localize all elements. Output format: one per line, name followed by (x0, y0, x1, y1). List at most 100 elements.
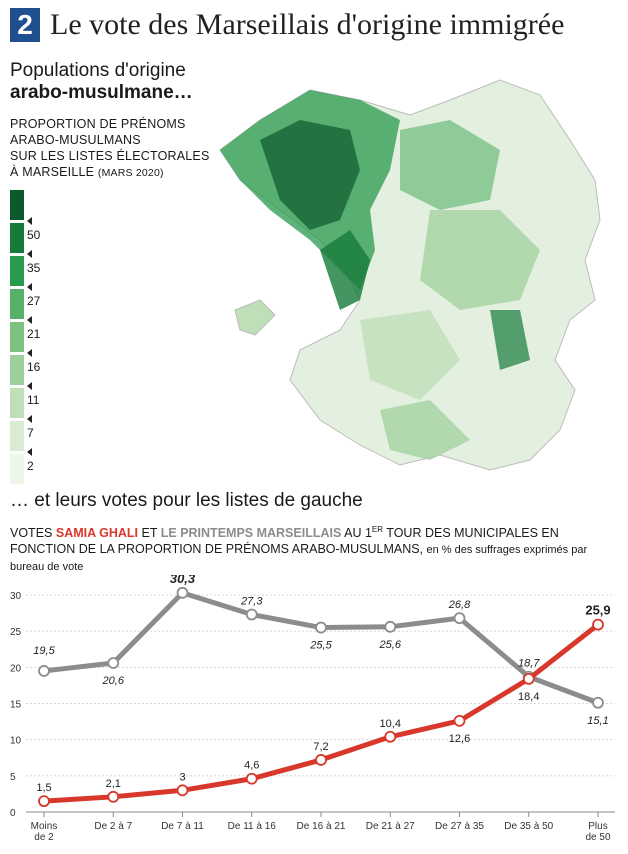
x-tick-label: Plus (588, 821, 607, 832)
y-tick-label: 10 (10, 736, 22, 747)
legend-label: 35 (27, 247, 40, 275)
data-point (38, 795, 50, 808)
legend-label: 16 (27, 346, 40, 374)
data-label: 2,1 (106, 778, 121, 790)
data-label: 12,6 (449, 733, 470, 745)
legend-label: 7 (27, 412, 34, 440)
data-point (38, 665, 50, 677)
port-zone (320, 230, 370, 310)
y-tick-label: 20 (10, 663, 22, 674)
north-core-zone (260, 120, 360, 230)
data-point (384, 620, 397, 633)
x-tick-label: De 16 à 21 (297, 821, 346, 832)
map-desc-line3: SUR LES LISTES ÉLECTORALES (10, 149, 210, 163)
chart-desc-ghali: SAMIA GHALI (55, 526, 139, 541)
section-number-badge: 2 (10, 8, 40, 42)
chart-subtitle: … et leurs votes pour les listes de gauc… (10, 490, 363, 511)
data-point (107, 657, 120, 669)
data-point (453, 714, 466, 727)
chart-desc-printemps: LE PRINTEMPS MARSEILLAIS (160, 526, 342, 541)
x-tick-label: De 11 à 16 (228, 821, 277, 832)
data-point (315, 621, 327, 634)
legend-swatch (10, 223, 24, 253)
data-label: 7,2 (313, 741, 328, 753)
legend-label: 2 (27, 445, 34, 473)
east-pocket-zone (490, 310, 530, 370)
y-tick-label: 5 (10, 772, 16, 783)
x-tick-label: de 2 (34, 832, 54, 843)
y-tick-label: 0 (10, 808, 16, 819)
map-desc-line1: PROPORTION DE PRÉNOMS (10, 117, 186, 131)
data-point (176, 586, 189, 599)
map-subtitle-line2: arabo-musulmane… (10, 82, 193, 103)
data-label: 20,6 (102, 675, 125, 687)
page-title: Le vote des Marseillais d'origine immigr… (50, 8, 565, 41)
x-tick-label: De 2 à 7 (94, 821, 132, 832)
map-desc-line2: ARABO-MUSULMANS (10, 133, 141, 147)
data-label: 25,5 (309, 640, 332, 652)
data-label: 25,6 (379, 639, 402, 651)
map-desc-line4: À MARSEILLE (10, 165, 95, 179)
legend-label: 21 (27, 313, 40, 341)
east-zone (420, 210, 540, 310)
legend-swatch (10, 388, 24, 418)
data-point (245, 608, 258, 621)
data-label: 15,1 (587, 715, 608, 727)
data-point (176, 784, 189, 797)
x-tick-label: De 21 à 27 (366, 821, 415, 832)
chart-desc-rest: TOUR DES MUNICIPALES EN FONCTION DE LA P… (10, 526, 559, 557)
data-label: 4,6 (244, 760, 259, 772)
center-zone (360, 310, 460, 400)
chart-desc-sup: ER (371, 525, 384, 534)
legend-swatch (10, 190, 24, 220)
chart-desc-mid: AU 1 (344, 526, 372, 541)
legend-swatch (10, 256, 24, 286)
map-subtitle: Populations d'origine arabo-musulmane… (10, 60, 193, 104)
map-desc-date: (MARS 2020) (97, 167, 164, 179)
data-label: 1,5 (36, 782, 51, 794)
data-label: 25,9 (585, 603, 610, 618)
y-tick-label: 15 (10, 700, 22, 711)
y-tick-label: 25 (10, 627, 22, 638)
chart-desc-prefix: VOTES (10, 526, 53, 541)
chart-desc-and: ET (141, 526, 158, 541)
map-description: PROPORTION DE PRÉNOMS ARABO-MUSULMANS SU… (10, 116, 210, 181)
map-subtitle-line1: Populations d'origine (10, 60, 186, 81)
data-point (592, 696, 604, 709)
x-tick-label: Moins (31, 821, 58, 832)
data-point (453, 612, 466, 625)
south-zone (380, 400, 470, 460)
north-east-zone (400, 120, 500, 210)
data-point (245, 772, 258, 785)
data-point (315, 754, 327, 766)
legend-swatch (10, 322, 24, 352)
data-point (522, 673, 535, 685)
data-label: 26,8 (448, 599, 471, 611)
legend-label: 27 (27, 280, 40, 308)
legend-label: 11 (27, 379, 39, 407)
data-point (384, 730, 397, 743)
data-point (107, 790, 120, 803)
chart-desc-small: en % des suffrages exprimés par bureau d… (10, 544, 588, 574)
data-label: 30,3 (170, 575, 196, 586)
legend-swatch (10, 355, 24, 385)
data-label: 27,3 (240, 596, 263, 608)
legend-swatch (10, 421, 24, 451)
y-tick-label: 30 (10, 591, 22, 602)
islands (234, 299, 276, 336)
data-point (592, 618, 604, 631)
data-label: 10,4 (380, 718, 401, 730)
legend-label: 50 (27, 214, 40, 242)
x-tick-label: De 7 à 11 (161, 821, 204, 832)
x-tick-label: De 27 à 35 (435, 821, 484, 832)
legend-swatch (10, 289, 24, 319)
data-label: 3 (179, 771, 185, 783)
x-tick-label: de 50 (585, 832, 610, 843)
data-label: 19,5 (33, 645, 55, 657)
marseille-choropleth-map (219, 79, 601, 471)
header: 2 Le vote des Marseillais d'origine immi… (10, 8, 564, 42)
chart-description: VOTES SAMIA GHALI ET LE PRINTEMPS MARSEI… (10, 522, 622, 575)
x-tick-label: De 35 à 50 (504, 821, 553, 832)
data-label: 18,7 (518, 658, 540, 670)
